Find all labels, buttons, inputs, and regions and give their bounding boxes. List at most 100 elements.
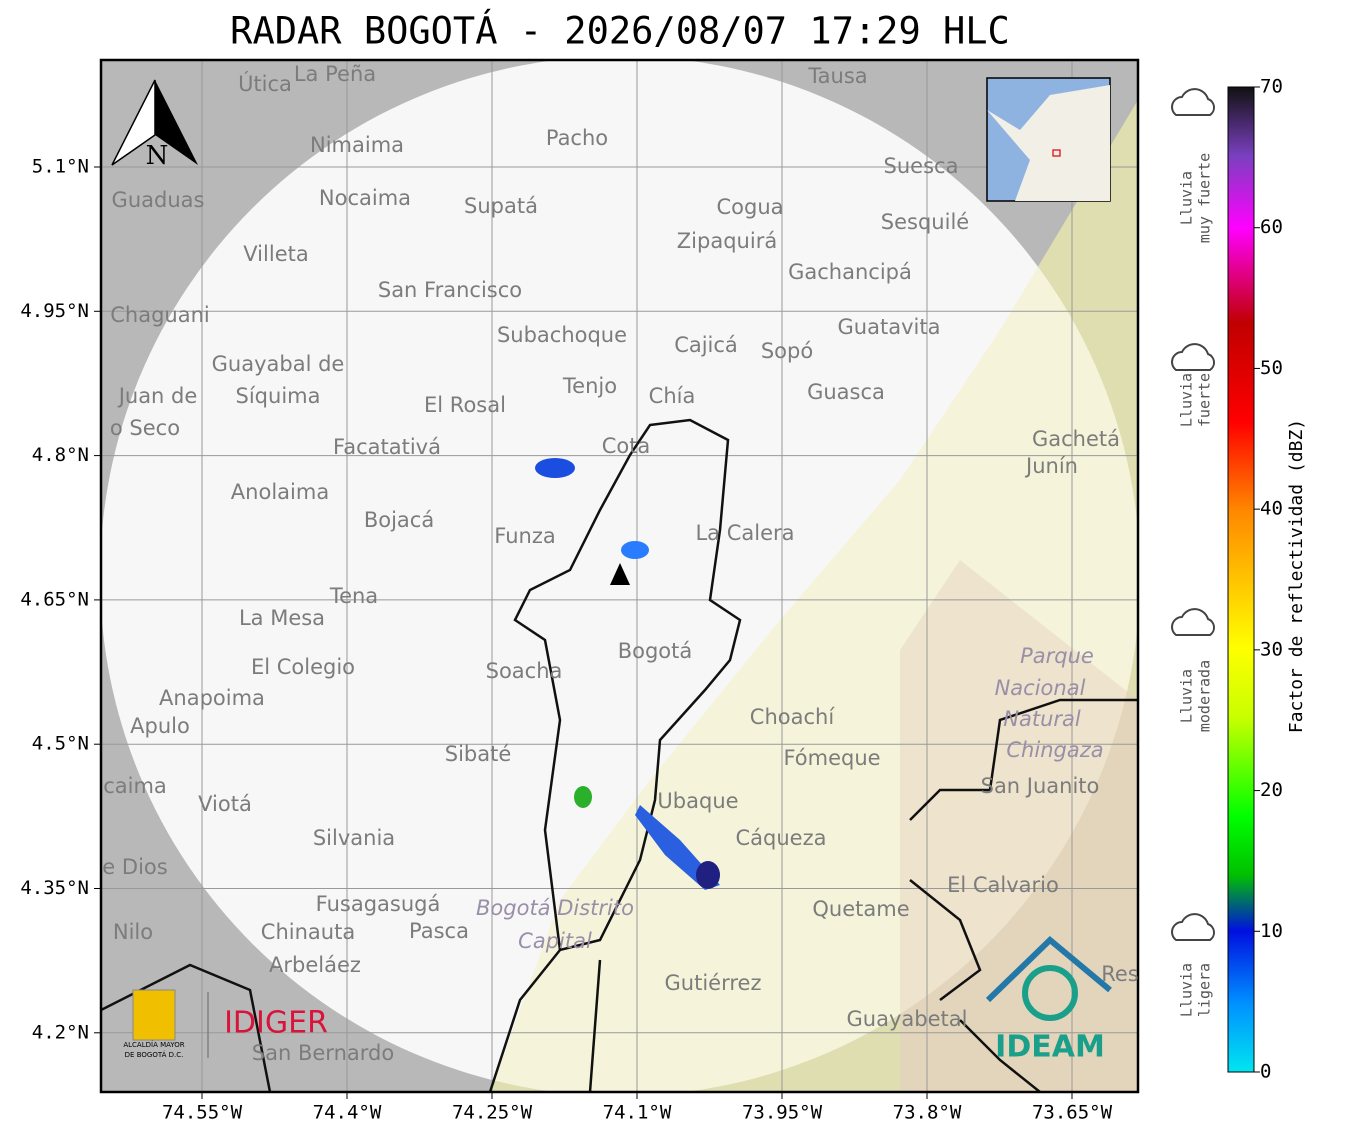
rain-label: fuerte bbox=[1196, 373, 1214, 427]
x-tick-label: 73.65°W bbox=[1032, 1102, 1113, 1124]
place-label: La Calera bbox=[695, 521, 794, 545]
rain-label: Lluvia bbox=[1178, 171, 1196, 225]
rain-label: muy fuerte bbox=[1196, 153, 1214, 243]
radar-site bbox=[610, 563, 630, 585]
place-label: Sibaté bbox=[445, 742, 512, 766]
place-label: Tausa bbox=[807, 64, 867, 88]
place-labels: Útica La Peña Tausa Pacho Nimaima Guaduas Noca… bbox=[102, 62, 1138, 1065]
park-label: Natural bbox=[1003, 707, 1081, 731]
park-label: Chingaza bbox=[1006, 738, 1103, 762]
place-label: Nocaima bbox=[319, 186, 411, 210]
y-tick-label: 4.8°N bbox=[32, 444, 89, 466]
place-label: Chaguani bbox=[110, 303, 210, 327]
rain-icon bbox=[1171, 343, 1215, 371]
x-tick-label: 73.8°W bbox=[893, 1102, 962, 1124]
place-label: Ubaque bbox=[657, 789, 738, 813]
rain-label: Lluvia bbox=[1178, 373, 1196, 427]
radar-echoes bbox=[535, 458, 720, 890]
place-label: Nimaima bbox=[310, 133, 404, 157]
place-label: Silvania bbox=[313, 826, 395, 850]
place-label: Sopó bbox=[761, 339, 813, 363]
y-tick-label: 5.1°N bbox=[32, 156, 89, 178]
place-label: Suesca bbox=[884, 154, 959, 178]
place-label: Apulo bbox=[130, 714, 190, 738]
y-tick-label: 4.2°N bbox=[32, 1021, 89, 1043]
place-label: La Peña bbox=[294, 62, 376, 86]
place-label: o Seco bbox=[110, 416, 180, 440]
y-tick-label: 4.65°N bbox=[20, 588, 89, 610]
colorbar-tick-label: 60 bbox=[1260, 216, 1283, 238]
colorbar-label: Factor de reflectividad (dBZ) bbox=[1286, 419, 1307, 733]
place-label: Tenjo bbox=[562, 374, 617, 398]
logo-text: DE BOGOTÁ D.C. bbox=[125, 1050, 184, 1059]
x-tick-label: 74.1°W bbox=[603, 1102, 672, 1124]
place-label: Útica bbox=[238, 71, 292, 96]
colorbar-tick-label: 50 bbox=[1260, 357, 1283, 379]
place-label: Cáqueza bbox=[736, 826, 827, 850]
north-label: N bbox=[146, 141, 169, 171]
place-label: Guaduas bbox=[112, 188, 205, 212]
place-label: San Francisco bbox=[378, 278, 522, 302]
rain-label: ligera bbox=[1196, 963, 1214, 1017]
place-label: La Mesa bbox=[239, 606, 325, 630]
place-label: Bogotá bbox=[618, 639, 693, 663]
park-label: Bogotá Distrito bbox=[476, 896, 634, 920]
place-label: Gachancipá bbox=[788, 260, 912, 284]
place-label: Cota bbox=[602, 434, 651, 458]
place-label: Villeta bbox=[243, 242, 308, 266]
rain-label: Lluvia bbox=[1178, 963, 1196, 1017]
y-tick-label: 4.35°N bbox=[20, 877, 89, 899]
place-label: Sesquilé bbox=[881, 210, 969, 234]
place-label: San Juanito bbox=[981, 774, 1100, 798]
place-label: Guatavita bbox=[838, 315, 941, 339]
title: RADAR BOGOTÁ - 2026/08/07 17:29 HLC bbox=[230, 9, 1010, 53]
place-label: Viotá bbox=[198, 792, 252, 816]
colorbar-tick-label: 0 bbox=[1260, 1061, 1271, 1083]
colorbar-tick-label: 10 bbox=[1260, 920, 1283, 942]
inset-map bbox=[986, 77, 1111, 202]
y-tick-label: 4.95°N bbox=[20, 300, 89, 322]
x-tick-label: 73.95°W bbox=[742, 1102, 823, 1124]
rain-label: Lluvia bbox=[1178, 669, 1196, 723]
place-label: Fómeque bbox=[783, 746, 880, 770]
place-label: Anapoima bbox=[159, 686, 265, 710]
logos: ALCALDÍA MAYOR DE BOGOTÁ D.C. IDIGER IDE… bbox=[123, 935, 1112, 1065]
place-label: Res bbox=[1101, 962, 1139, 986]
rain-label: moderada bbox=[1196, 660, 1214, 732]
rain-icon bbox=[1171, 608, 1215, 636]
logo-text: ALCALDÍA MAYOR bbox=[123, 1040, 184, 1049]
place-label: Tena bbox=[329, 584, 378, 608]
place-label: San Bernardo bbox=[252, 1041, 394, 1065]
place-label: Soacha bbox=[486, 659, 563, 683]
place-label: Subachoque bbox=[497, 323, 627, 347]
place-label: caima bbox=[103, 774, 167, 798]
colorbar-tick-label: 70 bbox=[1260, 76, 1283, 98]
place-label: Supatá bbox=[464, 194, 538, 218]
place-label: Anolaima bbox=[231, 480, 329, 504]
place-label: Bojacá bbox=[364, 508, 434, 532]
place-label: Quetame bbox=[812, 897, 909, 921]
north-arrow: N bbox=[111, 79, 198, 171]
colorbar bbox=[1227, 86, 1255, 1073]
place-label: Gachetá bbox=[1032, 427, 1120, 451]
place-label: e Dios bbox=[102, 855, 167, 879]
place-label: Cogua bbox=[716, 195, 783, 219]
place-label: El Colegio bbox=[251, 655, 355, 679]
place-label: Guayabetal bbox=[847, 1007, 968, 1031]
place-label: Arbeláez bbox=[269, 953, 361, 977]
place-label: Chía bbox=[649, 384, 696, 408]
place-label: Fusagasugá bbox=[316, 892, 441, 916]
x-tick-label: 74.4°W bbox=[313, 1102, 382, 1124]
colorbar-tick-label: 40 bbox=[1260, 498, 1283, 520]
place-label: Guasca bbox=[807, 380, 885, 404]
place-label: Juan de bbox=[117, 384, 198, 408]
place-label: Gutiérrez bbox=[665, 971, 762, 995]
place-label: El Calvario bbox=[947, 873, 1059, 897]
place-label: Pasca bbox=[409, 919, 469, 943]
place-label: Síquima bbox=[236, 384, 321, 408]
y-tick-label: 4.5°N bbox=[32, 733, 89, 755]
park-label: Nacional bbox=[995, 676, 1086, 700]
x-tick-label: 74.55°W bbox=[162, 1102, 243, 1124]
